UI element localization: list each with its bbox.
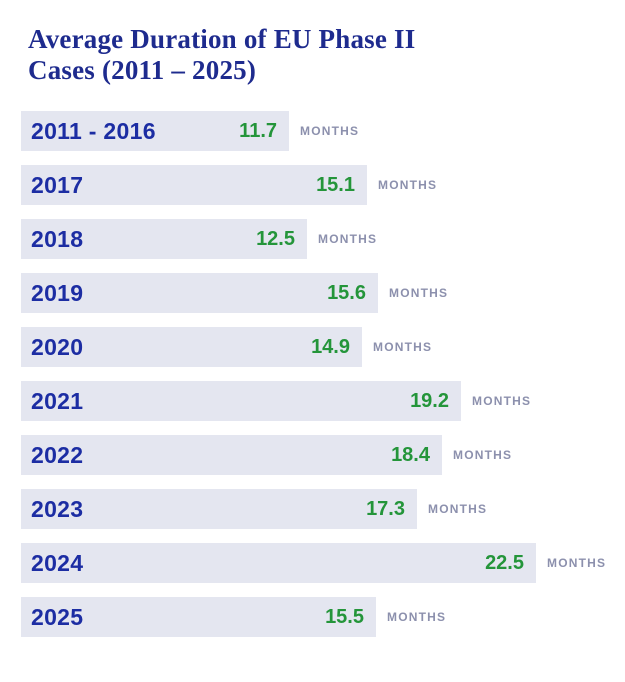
bar-value-label: 14.9	[311, 335, 350, 358]
bar-value-label: 15.5	[325, 605, 364, 628]
bar-unit-label: MONTHS	[547, 556, 607, 570]
chart-row: 2019 15.6 MONTHS	[21, 273, 625, 313]
page-title: Average Duration of EU Phase II Cases (2…	[28, 24, 625, 86]
bar-category-label: 2019	[31, 279, 84, 306]
bar-category-label: 2022	[31, 441, 84, 468]
bar-unit-label: MONTHS	[472, 394, 532, 408]
chart-row: 2023 17.3 MONTHS	[21, 489, 625, 529]
bar-category-label: 2011 - 2016	[31, 117, 156, 144]
bar-value-label: 15.6	[327, 281, 366, 304]
bar: 2019 15.6	[21, 273, 378, 313]
bar: 2018 12.5	[21, 219, 307, 259]
chart-row: 2017 15.1 MONTHS	[21, 165, 625, 205]
bar-value-label: 12.5	[256, 227, 295, 250]
bar-unit-label: MONTHS	[389, 286, 449, 300]
bar: 2020 14.9	[21, 327, 362, 367]
bar-category-label: 2024	[31, 549, 84, 576]
bar-unit-label: MONTHS	[373, 340, 433, 354]
bar-category-label: 2017	[31, 171, 84, 198]
bar-unit-label: MONTHS	[387, 610, 447, 624]
bar: 2017 15.1	[21, 165, 367, 205]
page-title-line-2: Cases (2011 – 2025)	[28, 55, 257, 85]
bar-unit-label: MONTHS	[318, 232, 378, 246]
bar-category-label: 2023	[31, 495, 84, 522]
bar-value-label: 15.1	[316, 173, 355, 196]
bar-category-label: 2018	[31, 225, 84, 252]
bar-value-label: 19.2	[410, 389, 449, 412]
bar-unit-label: MONTHS	[453, 448, 513, 462]
bar-unit-label: MONTHS	[378, 178, 438, 192]
bar-value-label: 22.5	[485, 551, 524, 574]
bar-category-label: 2020	[31, 333, 84, 360]
bar-value-label: 17.3	[366, 497, 405, 520]
chart-row: 2022 18.4 MONTHS	[21, 435, 625, 475]
bar: 2023 17.3	[21, 489, 417, 529]
bar-value-label: 11.7	[239, 119, 277, 142]
bar-unit-label: MONTHS	[428, 502, 488, 516]
bar: 2024 22.5	[21, 543, 536, 583]
bar-category-label: 2021	[31, 387, 84, 414]
bar-chart: 2011 - 2016 11.7 MONTHS 2017 15.1 MONTHS 2018 1…	[21, 111, 625, 637]
chart-row: 2024 22.5 MONTHS	[21, 543, 625, 583]
page-title-line-1: Average Duration of EU Phase II	[28, 24, 416, 54]
chart-row: 2011 - 2016 11.7 MONTHS	[21, 111, 625, 151]
bar-unit-label: MONTHS	[300, 124, 360, 138]
bar-category-label: 2025	[31, 603, 84, 630]
chart-row: 2018 12.5 MONTHS	[21, 219, 625, 259]
bar-value-label: 18.4	[391, 443, 430, 466]
chart-row: 2020 14.9 MONTHS	[21, 327, 625, 367]
bar: 2011 - 2016 11.7	[21, 111, 289, 151]
bar: 2022 18.4	[21, 435, 442, 475]
bar: 2021 19.2	[21, 381, 461, 421]
chart-row: 2021 19.2 MONTHS	[21, 381, 625, 421]
chart-row: 2025 15.5 MONTHS	[21, 597, 625, 637]
bar: 2025 15.5	[21, 597, 376, 637]
